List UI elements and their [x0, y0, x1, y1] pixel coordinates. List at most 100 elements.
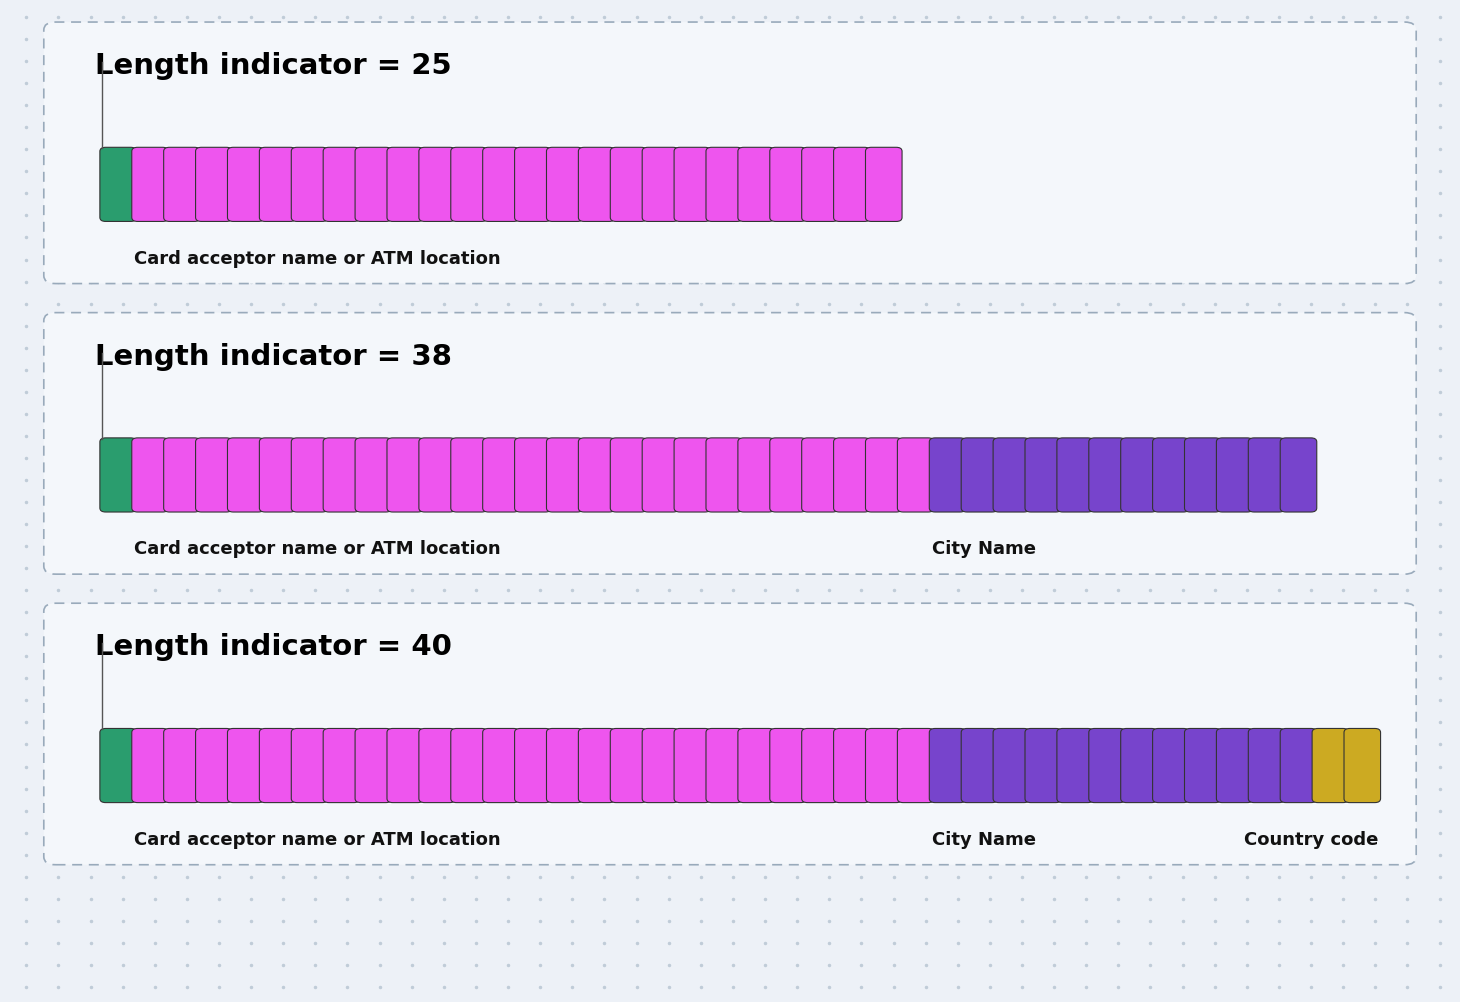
FancyBboxPatch shape — [514, 438, 550, 512]
FancyBboxPatch shape — [419, 438, 456, 512]
FancyBboxPatch shape — [866, 728, 902, 803]
FancyBboxPatch shape — [642, 438, 679, 512]
Text: Country code: Country code — [1244, 831, 1378, 849]
FancyBboxPatch shape — [419, 728, 456, 803]
FancyBboxPatch shape — [323, 147, 359, 221]
FancyBboxPatch shape — [834, 438, 870, 512]
FancyBboxPatch shape — [993, 438, 1029, 512]
FancyBboxPatch shape — [355, 147, 391, 221]
FancyBboxPatch shape — [323, 728, 359, 803]
FancyBboxPatch shape — [131, 728, 168, 803]
FancyBboxPatch shape — [1025, 438, 1061, 512]
FancyBboxPatch shape — [131, 438, 168, 512]
FancyBboxPatch shape — [866, 438, 902, 512]
FancyBboxPatch shape — [737, 438, 774, 512]
FancyBboxPatch shape — [802, 728, 838, 803]
FancyBboxPatch shape — [323, 438, 359, 512]
FancyBboxPatch shape — [578, 147, 615, 221]
FancyBboxPatch shape — [514, 147, 550, 221]
FancyBboxPatch shape — [642, 147, 679, 221]
FancyBboxPatch shape — [514, 728, 550, 803]
FancyBboxPatch shape — [1152, 728, 1188, 803]
FancyBboxPatch shape — [1216, 728, 1253, 803]
FancyBboxPatch shape — [451, 728, 488, 803]
FancyBboxPatch shape — [546, 147, 583, 221]
FancyBboxPatch shape — [1345, 728, 1381, 803]
FancyBboxPatch shape — [131, 147, 168, 221]
FancyBboxPatch shape — [1184, 438, 1221, 512]
FancyBboxPatch shape — [834, 147, 870, 221]
FancyBboxPatch shape — [292, 438, 328, 512]
FancyBboxPatch shape — [228, 728, 264, 803]
FancyBboxPatch shape — [578, 728, 615, 803]
FancyBboxPatch shape — [196, 438, 232, 512]
FancyBboxPatch shape — [1184, 728, 1221, 803]
FancyBboxPatch shape — [1089, 728, 1126, 803]
FancyBboxPatch shape — [737, 147, 774, 221]
FancyBboxPatch shape — [451, 147, 488, 221]
FancyBboxPatch shape — [675, 728, 711, 803]
FancyBboxPatch shape — [802, 438, 838, 512]
FancyBboxPatch shape — [260, 438, 296, 512]
Text: City Name: City Name — [931, 540, 1035, 558]
FancyBboxPatch shape — [1152, 438, 1188, 512]
FancyBboxPatch shape — [707, 728, 743, 803]
FancyBboxPatch shape — [898, 728, 934, 803]
FancyBboxPatch shape — [898, 438, 934, 512]
FancyBboxPatch shape — [675, 147, 711, 221]
FancyBboxPatch shape — [355, 438, 391, 512]
FancyBboxPatch shape — [610, 438, 647, 512]
FancyBboxPatch shape — [1089, 438, 1126, 512]
FancyBboxPatch shape — [196, 147, 232, 221]
FancyBboxPatch shape — [99, 147, 136, 221]
FancyBboxPatch shape — [1057, 438, 1094, 512]
FancyBboxPatch shape — [1248, 728, 1285, 803]
FancyBboxPatch shape — [642, 728, 679, 803]
FancyBboxPatch shape — [292, 728, 328, 803]
Text: City Name: City Name — [931, 831, 1035, 849]
FancyBboxPatch shape — [164, 728, 200, 803]
FancyBboxPatch shape — [387, 147, 423, 221]
FancyBboxPatch shape — [546, 728, 583, 803]
FancyBboxPatch shape — [44, 22, 1416, 284]
FancyBboxPatch shape — [483, 147, 520, 221]
FancyBboxPatch shape — [1248, 438, 1285, 512]
FancyBboxPatch shape — [610, 147, 647, 221]
FancyBboxPatch shape — [1216, 438, 1253, 512]
FancyBboxPatch shape — [769, 438, 806, 512]
FancyBboxPatch shape — [961, 438, 997, 512]
FancyBboxPatch shape — [260, 728, 296, 803]
Text: Length indicator = 38: Length indicator = 38 — [95, 343, 451, 371]
FancyBboxPatch shape — [1025, 728, 1061, 803]
FancyBboxPatch shape — [355, 728, 391, 803]
Text: Length indicator = 40: Length indicator = 40 — [95, 633, 451, 661]
Text: Card acceptor name or ATM location: Card acceptor name or ATM location — [134, 540, 501, 558]
FancyBboxPatch shape — [1057, 728, 1094, 803]
FancyBboxPatch shape — [675, 438, 711, 512]
FancyBboxPatch shape — [961, 728, 997, 803]
FancyBboxPatch shape — [737, 728, 774, 803]
Text: Card acceptor name or ATM location: Card acceptor name or ATM location — [134, 249, 501, 268]
Text: Length indicator = 25: Length indicator = 25 — [95, 52, 451, 80]
FancyBboxPatch shape — [196, 728, 232, 803]
FancyBboxPatch shape — [769, 728, 806, 803]
FancyBboxPatch shape — [483, 438, 520, 512]
FancyBboxPatch shape — [164, 438, 200, 512]
FancyBboxPatch shape — [707, 147, 743, 221]
FancyBboxPatch shape — [1121, 728, 1158, 803]
FancyBboxPatch shape — [610, 728, 647, 803]
FancyBboxPatch shape — [228, 147, 264, 221]
FancyBboxPatch shape — [707, 438, 743, 512]
FancyBboxPatch shape — [451, 438, 488, 512]
FancyBboxPatch shape — [260, 147, 296, 221]
FancyBboxPatch shape — [164, 147, 200, 221]
FancyBboxPatch shape — [546, 438, 583, 512]
FancyBboxPatch shape — [292, 147, 328, 221]
FancyBboxPatch shape — [99, 728, 136, 803]
FancyBboxPatch shape — [228, 438, 264, 512]
FancyBboxPatch shape — [578, 438, 615, 512]
FancyBboxPatch shape — [930, 728, 967, 803]
FancyBboxPatch shape — [387, 438, 423, 512]
FancyBboxPatch shape — [1121, 438, 1158, 512]
FancyBboxPatch shape — [483, 728, 520, 803]
